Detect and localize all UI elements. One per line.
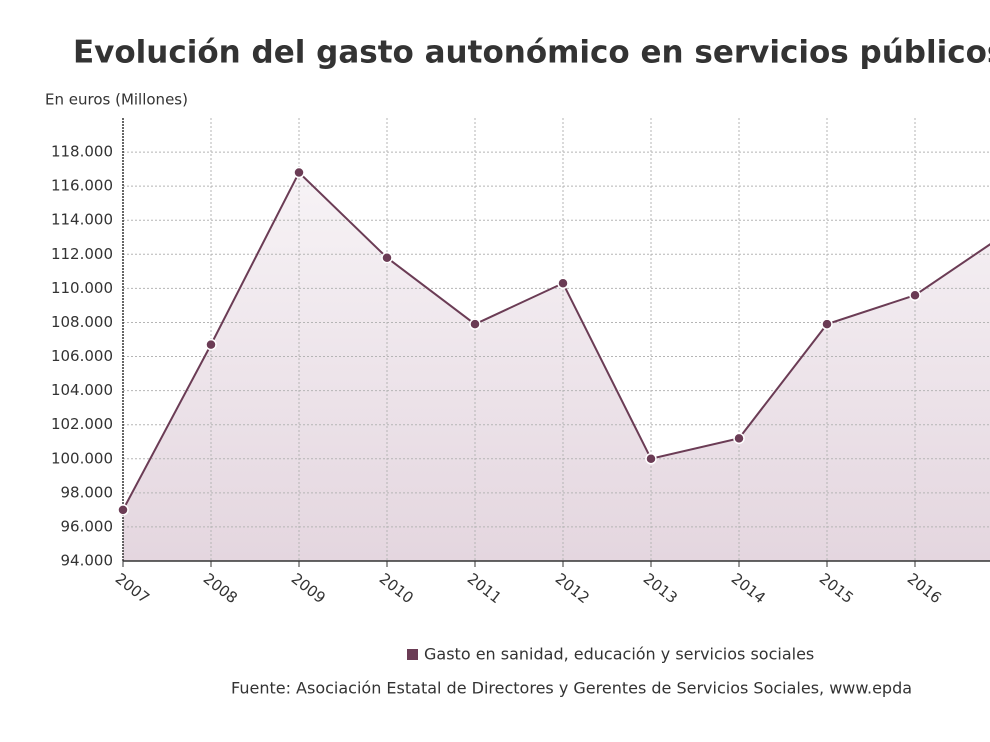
y-tick-label: 108.000 [51,313,113,331]
point [117,504,129,516]
point [381,251,393,264]
x-tick-label: 2010 [376,570,417,608]
point [205,338,217,351]
y-tick-label: 98.000 [61,483,114,501]
y-tick-label: 96.000 [61,517,114,535]
chart-title: Evolución del gasto autonómico en servic… [73,35,990,71]
y-axis-label: En euros (Millones) [45,91,188,109]
y-tick-label: 106.000 [51,347,113,365]
x-tick-label: 2008 [200,570,241,608]
y-tick-label: 118.000 [51,143,113,161]
point [469,318,481,330]
legend-label: Gasto en sanidad, educación y servicios … [424,645,814,664]
y-tick-label: 112.000 [51,245,113,263]
x-tick-label: 2009 [288,570,329,608]
point [733,432,745,445]
point [645,453,657,465]
x-tick-label: 2012 [552,570,593,608]
x-tick-label: 2014 [728,570,769,608]
x-tick-label: 2011 [464,570,505,608]
area [123,172,990,561]
point [821,318,833,330]
y-tick-label: 110.000 [51,279,113,297]
y-tick-label: 100.000 [51,449,113,467]
y-tick-label: 114.000 [51,211,113,229]
x-tick-label: 2007 [112,570,153,608]
x-tick-label: 2016 [904,570,945,608]
legend-swatch [407,649,418,660]
y-tick-label: 102.000 [51,415,113,433]
x-tick-label: 2015 [816,570,857,608]
point [557,277,569,290]
y-tick-label: 116.000 [51,177,113,195]
source: Fuente: Asociación Estatal de Directores… [231,679,912,698]
y-tick-label: 104.000 [51,381,113,399]
point [909,289,921,301]
x-tick-label: 2013 [640,570,681,608]
y-tick-label: 94.000 [61,552,114,570]
point [293,166,305,179]
